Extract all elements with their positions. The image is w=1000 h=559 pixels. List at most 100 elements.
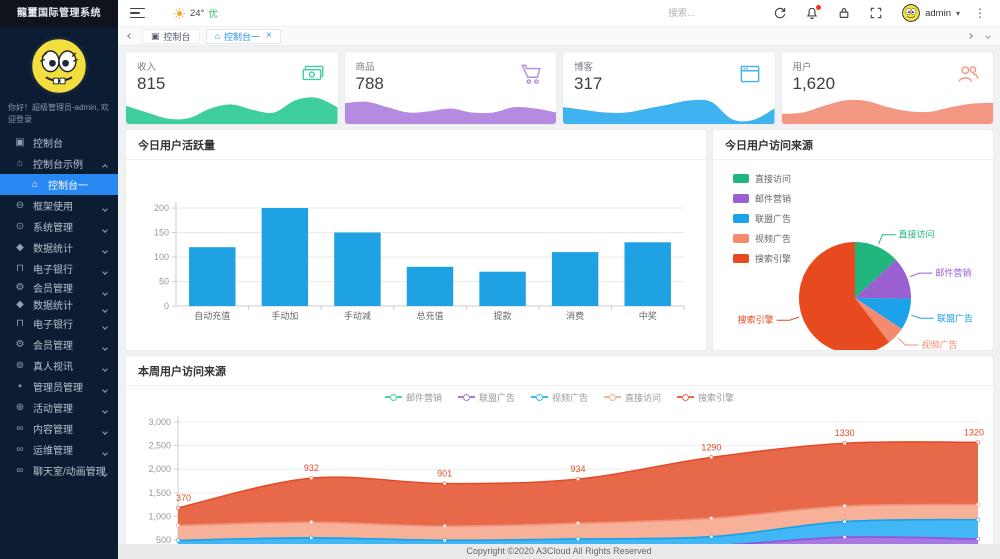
sidebar-item-11[interactable]: ⊚ 真人视讯 (0, 355, 118, 376)
sidebar-item-14[interactable]: ∞ 内容管理 (0, 418, 118, 439)
user-menu[interactable]: admin ▾ (902, 4, 960, 22)
legend-label: 邮件营销 (755, 194, 792, 204)
area-legend-item[interactable]: 邮件营销 (384, 391, 442, 404)
chevron-down-icon (102, 266, 108, 277)
stats-icon: ◆ (16, 299, 24, 310)
pie-chart-title: 今日用户访问来源 (713, 130, 993, 160)
content: 收入 815 商品 788 (118, 46, 1000, 544)
copyright-footer: Copyright ©2020 A3Cloud All Rights Reser… (118, 544, 1000, 559)
stat-card-income[interactable]: 收入 815 (126, 52, 338, 124)
area-chart-title: 本周用户访问来源 (126, 356, 993, 386)
svg-text:2,000: 2,000 (148, 464, 171, 474)
stat-card-blog[interactable]: 博客 317 (563, 52, 775, 124)
pie-legend-item[interactable]: 邮件营销 (733, 192, 791, 205)
tabs-scroll-left[interactable] (124, 33, 136, 39)
svg-text:邮件营销: 邮件营销 (935, 267, 971, 278)
sidebar-item-13[interactable]: ⊕ 活动管理 (0, 397, 118, 418)
browser-icon (737, 61, 763, 92)
chevron-up-icon (102, 161, 108, 172)
area-legend: 邮件营销 联盟广告 视频广告 直接访问 搜索引擎 (126, 386, 993, 408)
tabs-menu-toggle[interactable] (982, 33, 994, 39)
pie-legend-item[interactable]: 联盟广告 (733, 212, 791, 225)
sidebar-item-8[interactable]: ◆ 数据统计 (0, 296, 118, 313)
lock-icon[interactable] (837, 6, 851, 20)
sidebar-item-label: 控制台一 (48, 181, 88, 192)
money-icon (300, 61, 326, 92)
sidebar: 龍璽国际管理系统 你好！超级管理员-admin, 欢迎登录 ▣ 控制台 ⌂ 控制台示例… (0, 0, 118, 559)
sidebar-item-0[interactable]: ▣ 控制台 (0, 132, 118, 153)
area-legend-item[interactable]: 直接访问 (604, 391, 661, 404)
svg-text:934: 934 (570, 464, 585, 474)
home-icon: ⌂ (31, 179, 39, 190)
sidebar-item-1[interactable]: ⌂ 控制台示例 (0, 153, 118, 174)
svg-text:1330: 1330 (835, 428, 855, 438)
legend-swatch (733, 234, 749, 243)
chevron-down-icon (102, 426, 108, 437)
dashboard-icon: ▣ (15, 137, 25, 148)
income-sparkline (126, 97, 338, 124)
notification-bell-icon[interactable] (805, 5, 822, 20)
sidebar-item-label: 电子银行 (33, 265, 73, 276)
pie-legend-item[interactable]: 直接访问 (733, 172, 791, 185)
svg-text:1,500: 1,500 (148, 488, 171, 498)
svg-text:3,000: 3,000 (148, 417, 171, 427)
close-tab-icon[interactable]: × (265, 30, 272, 41)
svg-text:500: 500 (156, 535, 171, 544)
admin-icon: ▪ (18, 381, 22, 392)
chevron-down-icon (102, 321, 108, 332)
bar-chart[interactable]: 0 50 100 150 200 自动充值 手动加 手动减 总充值 提款 消费 中奖 (126, 160, 704, 350)
sidebar-item-label: 真人视讯 (33, 362, 73, 373)
sidebar-item-9[interactable]: ⊓ 电子银行 (0, 313, 118, 334)
dashboard-icon: ▣ (151, 30, 160, 41)
sidebar-item-4[interactable]: ⊙ 系统管理 (0, 216, 118, 237)
sidebar-item-12[interactable]: ▪ 管理员管理 (0, 376, 118, 397)
legend-swatch (733, 194, 749, 203)
sidebar-item-5[interactable]: ◆ 数据统计 (0, 237, 118, 258)
area-legend-item[interactable]: 视频广告 (530, 391, 588, 404)
sidebar-item-10[interactable]: ⚙ 会员管理 (0, 334, 118, 355)
svg-text:1,000: 1,000 (148, 511, 171, 521)
legend-label: 联盟广告 (478, 392, 515, 403)
search-input[interactable] (668, 7, 747, 19)
area-legend-item[interactable]: 联盟广告 (457, 391, 515, 404)
sidebar-item-label: 数据统计 (33, 244, 73, 255)
area-legend-item[interactable]: 搜索引擎 (677, 391, 734, 404)
stat-value: 317 (574, 74, 603, 93)
svg-text:2,500: 2,500 (148, 441, 171, 451)
fullscreen-icon[interactable] (869, 6, 883, 20)
charts-row: 今日用户活跃量 0 50 100 150 200 自动充值 手动加 手动减 总充值 提款 消费 中奖 … (126, 130, 993, 350)
welcome-text: 你好！超级管理员-admin, 欢迎登录 (8, 103, 109, 124)
frame-icon: ⊖ (15, 200, 25, 211)
chevron-down-icon (102, 224, 108, 235)
collapse-menu-icon[interactable] (130, 7, 145, 19)
more-options-icon[interactable]: ⋮ (974, 6, 986, 20)
area-chart[interactable]: 3,000 2,500 2,000 1,500 1,000 500 370 932 901 934… (126, 408, 991, 544)
svg-text:150: 150 (154, 228, 169, 238)
svg-text:1290: 1290 (701, 442, 721, 452)
sidebar-item-label: 会员管理 (33, 284, 73, 295)
sidebar-item-3[interactable]: ⊖ 框架使用 (0, 195, 118, 216)
sidebar-item-16[interactable]: ∞ 聊天室/动画管理 (0, 460, 118, 481)
tab-console[interactable]: ▣ 控制台 (142, 28, 200, 44)
pie-legend-item[interactable]: 搜索引擎 (733, 252, 791, 265)
chevron-down-icon (102, 245, 108, 256)
tabs-scroll-right[interactable] (960, 33, 973, 39)
stat-card-goods[interactable]: 商品 788 (344, 52, 556, 124)
sidebar-item-15[interactable]: ∞ 运维管理 (0, 439, 118, 460)
legend-marker (530, 393, 548, 401)
sidebar-item-7[interactable]: ⚙ 会员管理 (0, 279, 118, 296)
sidebar-item-2[interactable]: ⌂ 控制台一 (0, 174, 118, 195)
sidebar-item-label: 电子银行 (33, 320, 73, 331)
sidebar-item-6[interactable]: ⊓ 电子银行 (0, 258, 118, 279)
chevron-down-icon (102, 405, 108, 416)
legend-marker (457, 393, 475, 401)
stat-card-users[interactable]: 用户 1,620 (781, 52, 993, 124)
tab-bar: ▣ 控制台 ⌂ 控制台一 × (118, 27, 1000, 46)
chevron-down-icon (102, 203, 108, 214)
pie-legend-item[interactable]: 视频广告 (733, 232, 791, 245)
user-avatar[interactable] (0, 27, 118, 100)
tab-console-one[interactable]: ⌂ 控制台一 × (205, 28, 281, 44)
refresh-icon[interactable] (773, 6, 787, 20)
